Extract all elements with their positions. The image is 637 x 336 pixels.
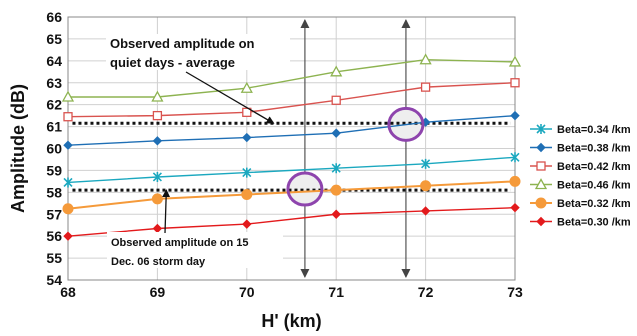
series-line (67, 180, 516, 210)
series-2 (63, 78, 520, 122)
data-point (509, 175, 521, 187)
data-point (420, 82, 431, 92)
data-point (242, 132, 252, 143)
data-point (242, 167, 252, 178)
legend-label: Beta=0.42 /km (557, 161, 631, 173)
series-1 (63, 110, 520, 150)
highlight-circle-fill (287, 173, 322, 206)
x-axis-label: H' (km) (261, 311, 321, 331)
y-tick-label: 65 (46, 31, 62, 47)
data-point (510, 78, 520, 88)
data-point (420, 206, 431, 216)
legend-swatch-marker (534, 178, 548, 190)
series-line (67, 114, 516, 146)
data-point (61, 90, 75, 102)
annotation-bg (106, 34, 290, 70)
legend-label: Beta=0.38 /km (557, 143, 631, 155)
y-axis-label: Amplitude (dB) (8, 84, 28, 213)
data-point (330, 184, 342, 196)
legend-swatch-marker (536, 161, 546, 171)
annotation-text: Observed amplitude on (110, 36, 255, 51)
annotation-arrow (162, 189, 171, 234)
y-tick-label: 54 (46, 272, 62, 288)
data-point (420, 180, 432, 192)
legend-swatch-marker (536, 216, 546, 227)
data-point (508, 55, 522, 67)
y-tick-label: 63 (46, 75, 62, 91)
annotation-arrow (185, 71, 275, 124)
data-point (419, 53, 432, 65)
annotation-bg (107, 232, 283, 268)
annotation-text: Dec. 06 storm day (111, 256, 206, 268)
y-tick-label: 58 (46, 184, 62, 200)
series-4 (62, 175, 521, 215)
data-point (63, 177, 73, 188)
highlight-circle (387, 106, 425, 142)
y-tick-label: 62 (46, 97, 62, 113)
legend-item: Beta=0.42 /km (530, 161, 631, 173)
annotation-text: Observed amplitude on 15 (111, 237, 249, 249)
y-tick-label: 66 (46, 9, 62, 25)
data-point (331, 163, 341, 174)
data-point (152, 171, 162, 182)
series-line (67, 156, 516, 184)
x-tick-label: 71 (328, 284, 344, 300)
data-point (152, 110, 163, 121)
series-line (68, 59, 516, 98)
data-point (152, 136, 163, 146)
legend-swatch-marker (536, 124, 546, 134)
legend-item: Beta=0.34 /km (530, 124, 631, 136)
legend-item: Beta=0.38 /km (530, 143, 631, 155)
highlight-circle (286, 171, 324, 207)
data-point (510, 202, 520, 213)
x-tick-label: 68 (60, 284, 76, 300)
data-point (242, 219, 252, 229)
data-point (151, 193, 163, 205)
legend-swatch-marker (535, 197, 547, 209)
data-point (510, 152, 520, 163)
data-point (240, 81, 253, 93)
y-tick-label: 60 (46, 141, 62, 157)
data-point (62, 203, 74, 215)
legend-item: Beta=0.30 /km (530, 217, 631, 229)
series-line (67, 206, 516, 237)
y-tick-label: 57 (46, 206, 62, 222)
x-tick-label: 69 (150, 284, 166, 300)
series-0 (63, 152, 520, 188)
data-point (63, 231, 73, 241)
data-point (63, 112, 73, 122)
series-5 (63, 202, 520, 241)
data-point (330, 65, 343, 77)
legend-swatch-marker (536, 142, 546, 153)
y-tick-label: 55 (46, 250, 62, 266)
x-tick-label: 72 (418, 284, 434, 300)
x-tick-label: 70 (239, 284, 255, 300)
series-3 (61, 53, 522, 102)
data-point (331, 95, 341, 105)
legend-label: Beta=0.46 /km (557, 180, 631, 192)
data-point (152, 223, 163, 234)
data-point (421, 158, 431, 169)
x-tick-label: 73 (507, 284, 523, 300)
data-point (331, 128, 341, 138)
annotation-text: quiet days - average (110, 55, 235, 70)
data-point (241, 189, 253, 201)
y-tick-label: 61 (46, 119, 62, 135)
data-point (63, 140, 73, 150)
data-point (331, 209, 341, 219)
legend-item: Beta=0.32 /km (530, 197, 631, 210)
y-tick-label: 56 (46, 228, 62, 244)
y-tick-label: 64 (46, 53, 62, 69)
data-point (151, 90, 164, 102)
data-point (510, 110, 520, 121)
series-line (67, 82, 516, 118)
legend-label: Beta=0.32 /km (557, 198, 631, 210)
y-tick-label: 59 (46, 162, 62, 178)
legend-label: Beta=0.30 /km (557, 217, 631, 229)
legend-item: Beta=0.46 /km (530, 178, 631, 192)
legend-label: Beta=0.34 /km (557, 124, 631, 136)
